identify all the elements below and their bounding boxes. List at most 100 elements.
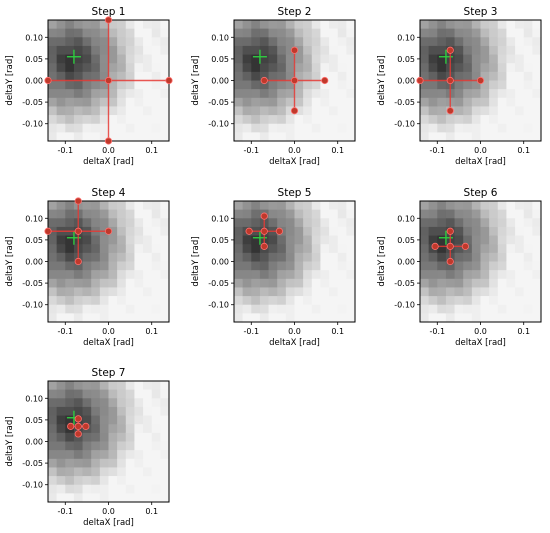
heatmap-cell [489, 270, 499, 280]
heatmap-cell [143, 278, 153, 289]
heatmap-cell [91, 493, 101, 503]
heatmap-cell [346, 201, 356, 211]
heatmap-cell [285, 226, 296, 237]
heatmap-cell [311, 37, 322, 47]
heatmap-cell [108, 20, 118, 30]
heatmap-cell [48, 381, 58, 391]
heatmap-cell [480, 97, 490, 108]
heatmap-cell [251, 20, 261, 30]
heatmap-cell [523, 235, 533, 245]
heatmap-cell [48, 45, 58, 56]
heatmap-cell [125, 313, 136, 323]
heatmap-cell [99, 389, 110, 399]
heatmap-cell [160, 398, 170, 408]
heatmap-cell [65, 261, 75, 271]
heatmap-cell [160, 132, 170, 142]
heatmap-cell [489, 252, 499, 263]
heatmap-cell [337, 287, 347, 297]
heatmap-cell [125, 28, 136, 38]
heatmap-cell [108, 424, 118, 434]
heatmap-cell [346, 71, 356, 82]
heatmap-cell [251, 80, 261, 90]
heatmap-cell [56, 97, 66, 108]
heatmap-cell [463, 20, 473, 30]
heatmap-cell [73, 261, 84, 271]
heatmap-cell [337, 304, 347, 314]
heatmap-cell [329, 106, 339, 116]
heatmap-cell [56, 106, 66, 116]
y-axis-label: deltaY [rad] [377, 236, 387, 286]
heatmap-cell [48, 97, 58, 108]
heatmap-cell [506, 296, 516, 306]
heatmap-cell [285, 270, 296, 280]
heatmap-cell [294, 45, 304, 56]
search-point [446, 46, 454, 54]
heatmap-cell [329, 89, 339, 99]
heatmap-cell [117, 54, 127, 64]
heatmap-cell [251, 54, 261, 64]
heatmap-cell [99, 89, 110, 99]
y-tick-label: 0.00 [211, 258, 229, 267]
heatmap-cell [251, 37, 261, 47]
heatmap-cell [160, 226, 170, 237]
heatmap-cell [445, 287, 456, 297]
heatmap-cell [117, 458, 127, 469]
heatmap-cell [117, 389, 127, 399]
heatmap-cell [497, 226, 508, 237]
heatmap-cell [56, 89, 66, 99]
heatmap-cell [489, 226, 499, 237]
heatmap-cell [117, 218, 127, 228]
heatmap-cell [277, 20, 287, 30]
heatmap-cell [48, 235, 58, 245]
heatmap-cell [242, 71, 252, 82]
heatmap-cell [160, 123, 170, 133]
heatmap-cell [117, 106, 127, 116]
heatmap-cell [108, 304, 118, 314]
heatmap-cell [523, 97, 533, 108]
heatmap-cell [73, 484, 84, 494]
heatmap-cell [108, 476, 118, 486]
heatmap-cell [99, 313, 110, 323]
heatmap-cell [532, 235, 542, 245]
heatmap-cell [108, 97, 118, 108]
heatmap-cell [134, 54, 144, 64]
heatmap-cell [277, 132, 287, 142]
x-tick-label: 0.1 [145, 327, 158, 336]
heatmap-cell [125, 406, 136, 417]
heatmap-cell [91, 398, 101, 408]
heatmap-cell [134, 270, 144, 280]
heatmap-cell [82, 287, 92, 297]
y-tick-label: 0.10 [211, 214, 229, 223]
heatmap-cell [56, 415, 66, 425]
heatmap-cell [134, 209, 144, 219]
heatmap-cell [151, 28, 161, 38]
x-axis-label: deltaX [rad] [83, 518, 134, 528]
heatmap-cell [151, 106, 161, 116]
heatmap-cell [151, 398, 161, 408]
heatmap-cell [320, 54, 330, 64]
heatmap-cell [285, 45, 296, 56]
y-tick-label: 0.05 [25, 416, 43, 425]
search-point [461, 242, 469, 250]
heatmap-cell [471, 123, 482, 133]
heatmap-cell [82, 244, 92, 254]
heatmap-cell [454, 115, 464, 125]
heatmap-cell [160, 80, 170, 90]
heatmap-cell [463, 235, 473, 245]
heatmap-cell [329, 244, 339, 254]
heatmap-cell [277, 106, 287, 116]
heatmap-cell [329, 71, 339, 82]
heatmap-cell [311, 106, 322, 116]
heatmap-cell [82, 106, 92, 116]
heatmap-cells [48, 201, 170, 323]
heatmap-cell [420, 209, 430, 219]
heatmap-cell [134, 415, 144, 425]
heatmap-cell [445, 37, 456, 47]
heatmap-cell [259, 270, 270, 280]
heatmap-cell [463, 261, 473, 271]
panel-step-6: Step 6 -0.1 0.0 0.1 0.10 0.05 0.00 -0.05 -0.10 de… [377, 187, 542, 348]
panel-title: Step 6 [464, 187, 498, 199]
heatmap-cell [65, 270, 75, 280]
heatmap-cell [48, 252, 58, 263]
heatmap-cell [480, 313, 490, 323]
